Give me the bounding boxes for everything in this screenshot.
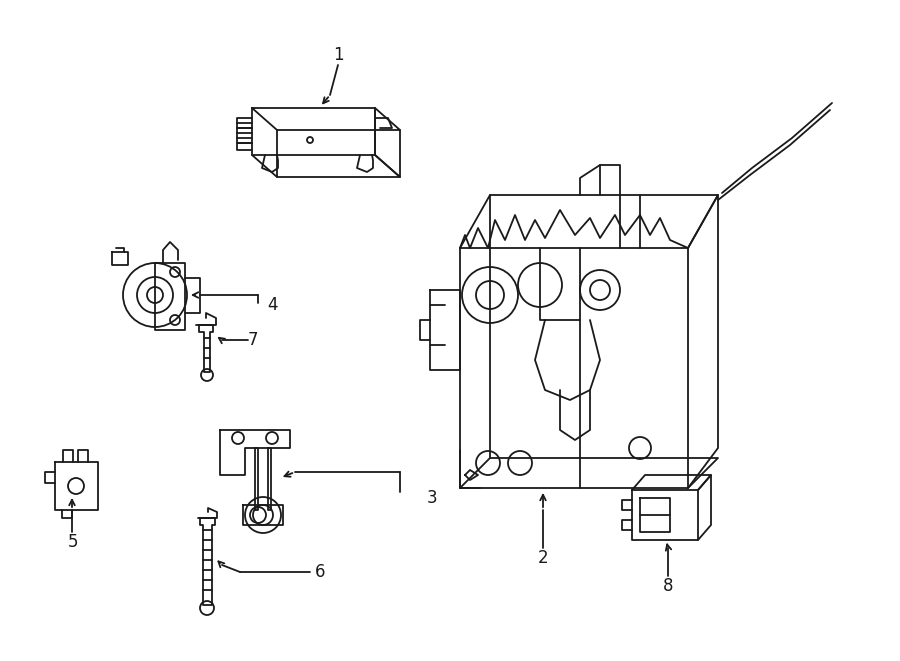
Text: 7: 7 xyxy=(248,331,258,349)
Text: 2: 2 xyxy=(537,549,548,567)
Text: 5: 5 xyxy=(68,533,78,551)
Text: 8: 8 xyxy=(662,577,673,595)
Text: 4: 4 xyxy=(266,296,277,314)
Text: 1: 1 xyxy=(333,46,343,64)
Text: 3: 3 xyxy=(427,489,437,507)
Text: 6: 6 xyxy=(315,563,325,581)
